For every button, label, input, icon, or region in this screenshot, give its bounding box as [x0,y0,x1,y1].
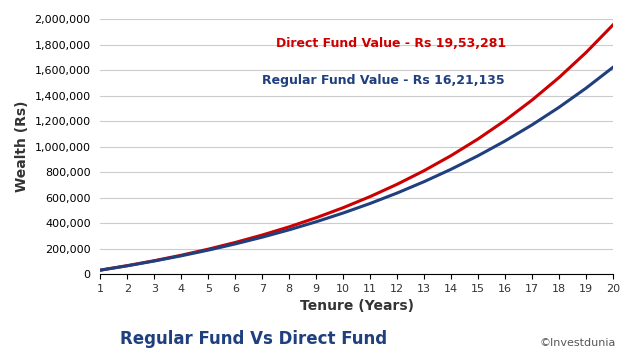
Text: Regular Fund Vs Direct Fund: Regular Fund Vs Direct Fund [121,330,387,348]
Text: Direct Fund Value - Rs 19,53,281: Direct Fund Value - Rs 19,53,281 [276,37,506,50]
Text: ©Investdunia: ©Investdunia [540,338,616,348]
Y-axis label: Wealth (Rs): Wealth (Rs) [15,101,29,192]
X-axis label: Tenure (Years): Tenure (Years) [300,300,413,313]
Text: Regular Fund Value - Rs 16,21,135: Regular Fund Value - Rs 16,21,135 [262,74,505,87]
